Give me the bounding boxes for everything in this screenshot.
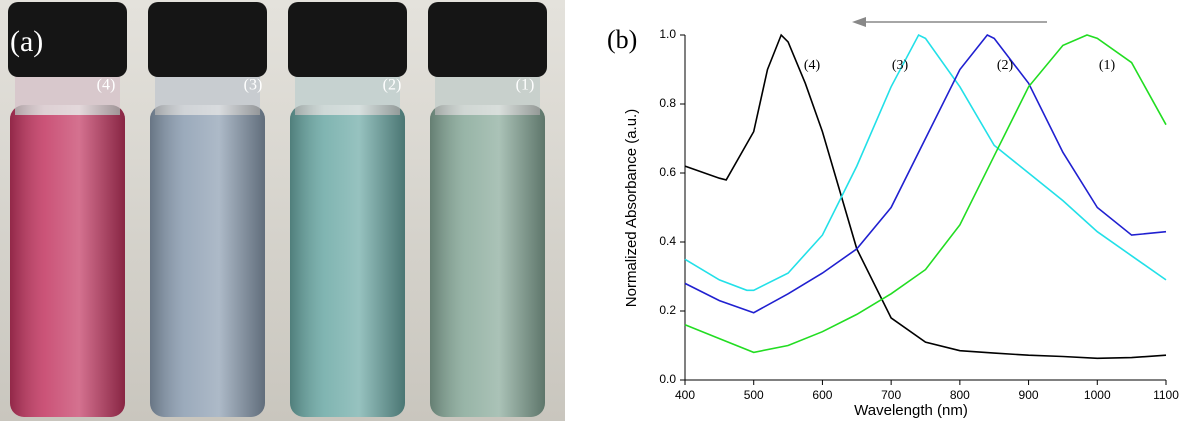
- x-tick-label: 1000: [1084, 388, 1111, 402]
- arrow-head: [852, 17, 866, 27]
- x-tick-label: 700: [881, 388, 901, 402]
- vial-label: (3): [244, 77, 263, 94]
- y-tick-label: 0.8: [659, 96, 676, 110]
- y-tick-label: 0.6: [659, 165, 676, 179]
- y-tick-label: 0.0: [659, 372, 676, 386]
- line: [684, 34, 1167, 354]
- y-tick-label: 0.2: [659, 303, 676, 317]
- series-label: (4): [804, 58, 821, 73]
- vial: [428, 2, 547, 417]
- y-tick-label: 1.0: [659, 27, 676, 41]
- x-tick-label: 400: [675, 388, 695, 402]
- photo: (a) (4) (3) (2) (1): [0, 0, 565, 421]
- x-tick-label: 600: [812, 388, 832, 402]
- x-tick-label: 800: [950, 388, 970, 402]
- panel-label: (a): [10, 25, 43, 58]
- vial-label: (2): [383, 77, 402, 94]
- series-label: (2): [997, 58, 1014, 73]
- line: [684, 33, 1167, 314]
- series-label: (3): [892, 58, 909, 73]
- panel-label: (b): [607, 25, 637, 54]
- vial: [148, 2, 267, 417]
- vial-label: (1): [516, 77, 535, 94]
- y-tick-label: 0.4: [659, 234, 676, 248]
- vial: [288, 2, 407, 417]
- x-tick-label: 1100: [1153, 388, 1179, 402]
- vial: [8, 2, 127, 417]
- line: [684, 33, 1167, 292]
- line: [684, 33, 1167, 360]
- x-tick-label: 500: [744, 388, 764, 402]
- y-axis-label: Normalized Absorbance (a.u.): [623, 109, 640, 307]
- x-tick-label: 900: [1019, 388, 1039, 402]
- x-axis-label: Wavelength (nm): [854, 402, 968, 419]
- vial-label: (4): [97, 77, 116, 94]
- series-label: (1): [1099, 58, 1116, 73]
